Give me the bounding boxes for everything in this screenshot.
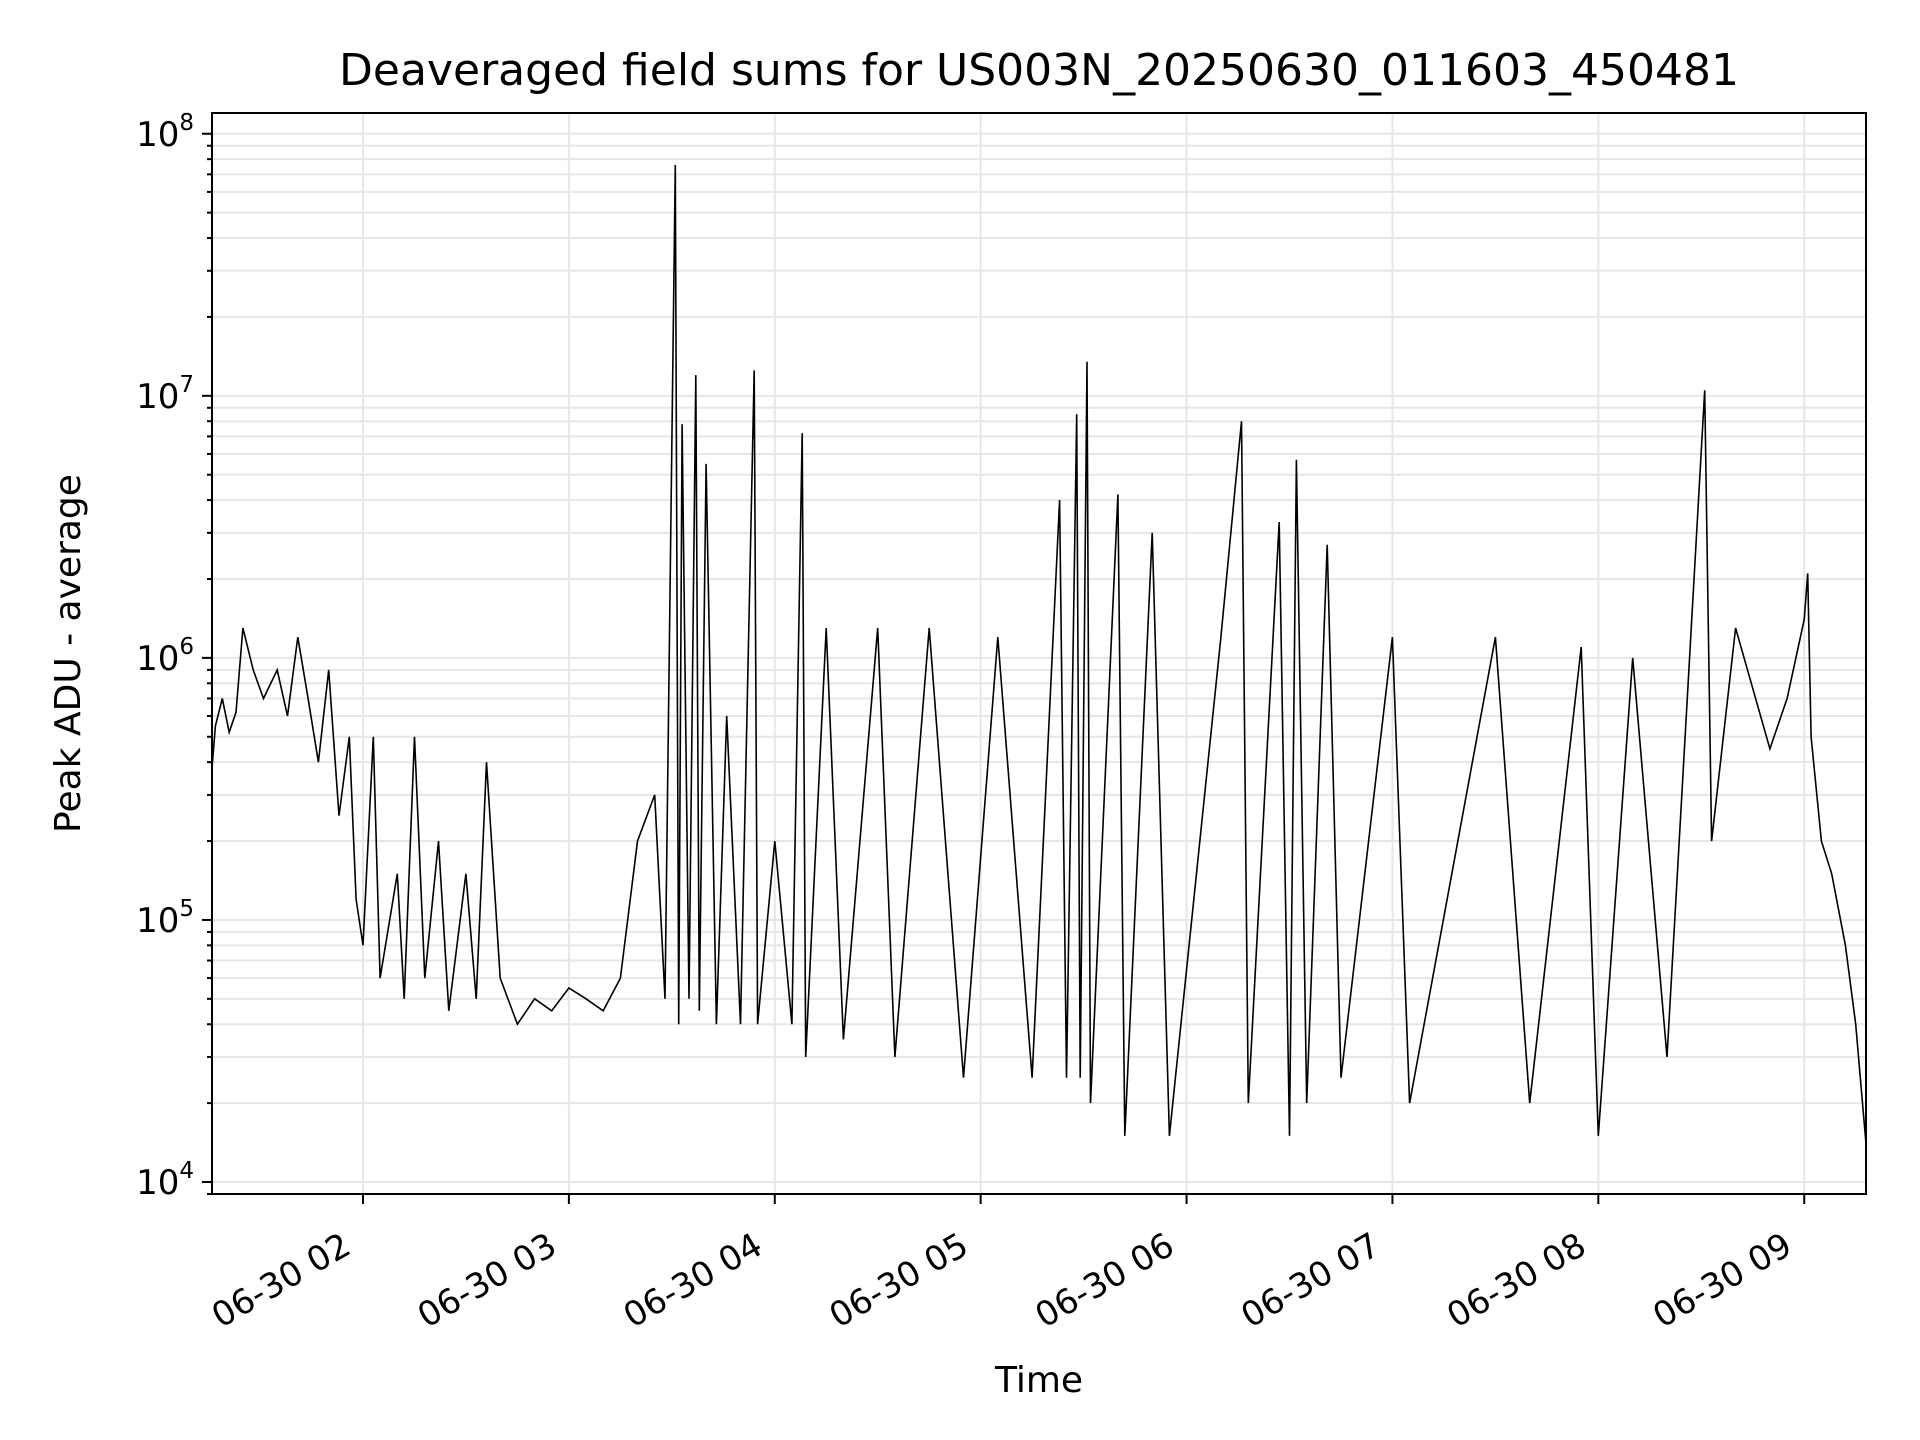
x-tick-label: 06-30 03 xyxy=(411,1225,563,1336)
plot-series xyxy=(211,164,1867,1144)
y-axis-title: Peak ADU - average xyxy=(48,474,89,833)
x-tick-label: 06-30 06 xyxy=(1029,1225,1181,1336)
grid-lines xyxy=(212,113,1866,1195)
x-tick-label: 06-30 09 xyxy=(1646,1225,1798,1336)
y-tick-label: 107 xyxy=(136,372,194,417)
y-tick-label: 106 xyxy=(136,634,194,679)
plot-area-frame xyxy=(211,112,1867,1195)
x-tick-label: 06-30 04 xyxy=(617,1225,769,1336)
chart-title: Deaveraged field sums for US003N_2025063… xyxy=(339,45,1739,96)
x-tick-label: 06-30 07 xyxy=(1235,1225,1387,1336)
x-axis-title: Time xyxy=(994,1360,1083,1401)
axis-ticks: 06-30 02 06-30 03 06-30 04 06-30 05 06-30 06… xyxy=(136,110,1806,1336)
y-tick-label: 108 xyxy=(136,110,194,155)
y-tick-label: 104 xyxy=(136,1158,194,1203)
y-tick-label: 105 xyxy=(136,896,194,941)
x-tick-label: 06-30 05 xyxy=(823,1225,975,1336)
x-tick-label: 06-30 02 xyxy=(205,1225,357,1336)
series-line xyxy=(211,164,1867,1144)
x-tick-label: 06-30 08 xyxy=(1440,1225,1592,1336)
